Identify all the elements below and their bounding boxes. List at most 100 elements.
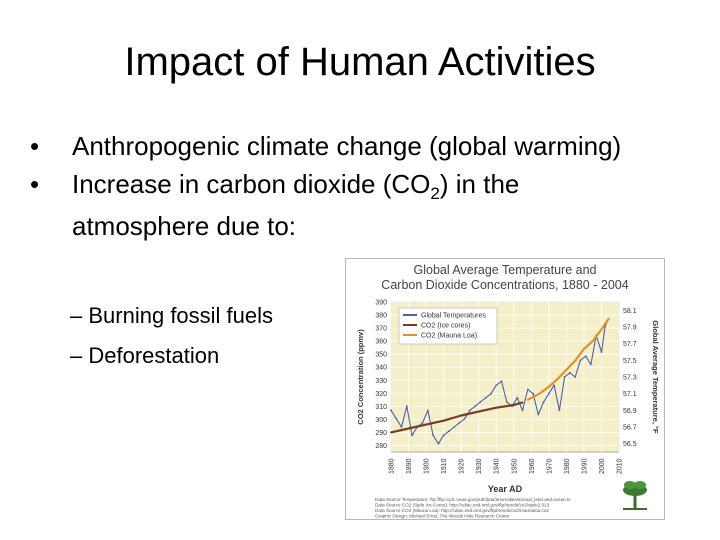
data-point xyxy=(460,414,463,417)
sub-bullet-item: – Burning fossil fuels xyxy=(70,296,273,336)
right-axis-ticks: 58.1 57.9 57.7 57.5 57.3 57.1 56.9 56.7 56.5 xyxy=(623,308,637,448)
sub-bullet-text: Deforestation xyxy=(88,343,220,368)
data-point xyxy=(526,398,529,401)
right-tick-label: 56.7 xyxy=(623,425,637,432)
sub-bullet-text: Burning fossil fuels xyxy=(88,303,274,328)
co2-subscript: 2 xyxy=(430,184,440,204)
data-point xyxy=(448,430,450,433)
data-point xyxy=(579,359,582,362)
data-point xyxy=(590,363,592,366)
bullet-dot: • xyxy=(30,169,40,199)
data-point xyxy=(442,434,445,437)
left-tick-label: 340 xyxy=(375,365,387,372)
chart-credits: Data Source Temperature: ftp://ftp.ncdc.… xyxy=(375,497,571,519)
credit-line: Data Source CO2 (Siple Ice Cores): http:… xyxy=(375,503,550,508)
y-axis-label-left: CO2 Concentration (ppmv) xyxy=(356,329,365,425)
data-point xyxy=(477,410,480,413)
x-tick-label: 2010 xyxy=(617,458,624,474)
left-tick-label: 370 xyxy=(375,326,387,333)
data-point xyxy=(490,392,492,395)
y-axis-label-right: Global Average Temperature, °F xyxy=(651,320,660,434)
data-point xyxy=(539,392,541,395)
tree-logo xyxy=(623,481,647,510)
chart-legend: Global Temperatures CO2 (Ice cores) CO2 (M… xyxy=(398,307,498,345)
chart-svg: Global Average Temperature and Carbon Di… xyxy=(345,258,665,520)
series-line xyxy=(527,318,610,401)
left-tick-label: 280 xyxy=(375,443,387,450)
data-point xyxy=(600,351,603,353)
right-tick-label: 57.5 xyxy=(623,358,637,365)
data-point xyxy=(569,371,571,374)
data-point xyxy=(558,409,561,412)
x-tick-label: 1900 xyxy=(424,458,431,474)
credit-line: Data Source Temperature: ftp://ftp.ncdc.… xyxy=(375,497,571,502)
x-tick-label: 1960 xyxy=(529,458,536,474)
x-tick-label: 2000 xyxy=(599,458,606,474)
data-point xyxy=(537,413,540,416)
data-point xyxy=(547,392,550,395)
data-point xyxy=(474,405,477,408)
data-point xyxy=(547,385,550,388)
x-axis-label: Year AD xyxy=(488,484,523,494)
data-point xyxy=(426,409,429,412)
data-point xyxy=(437,442,440,445)
right-tick-label: 57.3 xyxy=(623,375,637,382)
bullet-text: Anthropogenic climate change (global war… xyxy=(72,131,622,161)
left-tick-label: 320 xyxy=(375,391,387,398)
data-point xyxy=(526,388,529,391)
credit-line: Data Source CO2 (Mauna Loa): http://cdia… xyxy=(375,508,549,513)
credit-line: Graphic Design: Michael Ernst, The Woods… xyxy=(375,514,510,519)
data-point xyxy=(453,426,455,428)
right-tick-label: 57.9 xyxy=(623,325,637,332)
data-point xyxy=(542,401,545,403)
x-tick-label: 1980 xyxy=(564,458,571,474)
chart-figure: Global Average Temperature and Carbon Di… xyxy=(345,258,665,520)
bullet-list: • Anthropogenic climate change (global w… xyxy=(30,130,630,242)
bullet-text-after: ) in the atmosphere due to: xyxy=(72,169,520,242)
data-point xyxy=(553,384,555,387)
x-tick-label: 1950 xyxy=(511,458,518,474)
data-point xyxy=(505,401,508,403)
data-point xyxy=(574,359,577,362)
data-point xyxy=(607,318,610,320)
left-tick-label: 380 xyxy=(375,313,387,320)
data-point xyxy=(458,421,461,424)
dash-glyph: – xyxy=(70,343,83,368)
x-tick-label: 1910 xyxy=(441,458,448,474)
left-tick-label: 310 xyxy=(375,404,387,411)
data-point xyxy=(405,405,408,408)
series-lines xyxy=(390,317,610,445)
data-point xyxy=(407,427,410,430)
bullet-item: • Increase in carbon dioxide (CO2) in th… xyxy=(30,168,630,242)
left-axis-ticks: 390 380 370 360 350 340 330 320 310 300 290 280 xyxy=(375,300,387,450)
data-point xyxy=(532,392,534,395)
legend-label: CO2 (Ice cores) xyxy=(421,323,470,330)
legend-label: CO2 (Mauna Loa) xyxy=(421,333,477,340)
data-point xyxy=(574,376,577,378)
data-point xyxy=(591,340,594,342)
right-tick-label: 56.5 xyxy=(623,441,637,448)
left-tick-label: 350 xyxy=(375,352,387,359)
right-tick-label: 56.9 xyxy=(623,408,637,415)
right-tick-label: 58.1 xyxy=(623,308,637,315)
data-point xyxy=(583,348,585,350)
left-tick-label: 330 xyxy=(375,378,387,385)
data-point xyxy=(512,404,515,406)
x-tick-label: 1930 xyxy=(476,458,483,474)
data-point xyxy=(556,378,559,380)
grid-lines xyxy=(390,301,620,452)
left-tick-label: 290 xyxy=(375,430,387,437)
data-point xyxy=(500,380,503,383)
data-point xyxy=(442,419,445,422)
slide-title: Impact of Human Activities xyxy=(124,40,596,84)
chart-title-line1: Global Average Temperature and xyxy=(414,263,597,277)
chart-title-line2: Carbon Dioxide Concentrations, 1880 - 20… xyxy=(381,278,628,292)
bullet-text: Increase in carbon dioxide (CO2) in the … xyxy=(72,169,519,241)
x-tick-label: 1890 xyxy=(406,458,413,474)
data-point xyxy=(411,434,413,437)
sub-bullet-item: – Deforestation xyxy=(70,336,273,376)
x-tick-label: 1880 xyxy=(389,458,396,474)
data-point xyxy=(584,355,587,358)
data-point xyxy=(521,401,524,404)
bullet-text-before: Increase in carbon dioxide (CO xyxy=(72,169,431,199)
